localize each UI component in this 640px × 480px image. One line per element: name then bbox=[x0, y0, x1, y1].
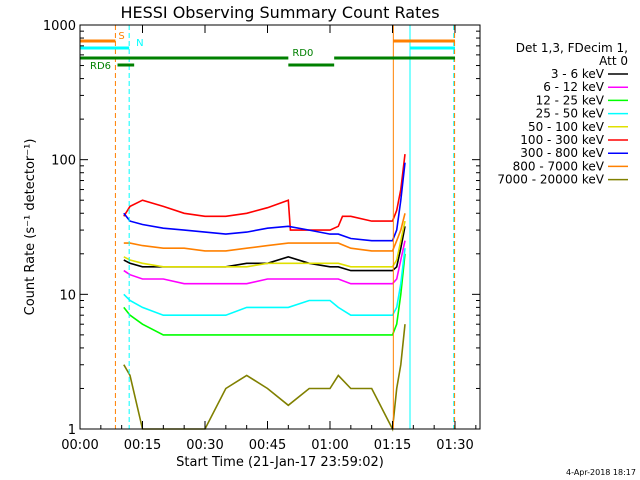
x-axis: 00:00 00:15 00:30 00:45 01:00 01:15 01:30 bbox=[61, 25, 477, 453]
footer-timestamp: 4-Apr-2018 18:17 bbox=[566, 468, 636, 477]
legend-label-3: 25 - 50 keV bbox=[536, 107, 605, 121]
series-line-1 bbox=[123, 240, 406, 285]
y-axis: 1 10 100 1000 bbox=[43, 19, 480, 438]
flag-bars: S N RD0 RD6 bbox=[80, 31, 455, 72]
x-tick-label-3: 00:45 bbox=[249, 438, 286, 453]
series-line-4 bbox=[123, 220, 406, 268]
flag-label-0: S bbox=[118, 31, 124, 42]
legend-label-0: 3 - 6 keV bbox=[551, 67, 605, 81]
legend-header-line-1: Det 1,3, FDecim 1, bbox=[516, 41, 628, 55]
series-line-6 bbox=[123, 162, 406, 242]
legend-label-2: 12 - 25 keV bbox=[536, 93, 605, 107]
y-tick-label-2: 100 bbox=[51, 154, 76, 169]
legend-header-line-2: Att 0 bbox=[599, 54, 628, 68]
x-tick-label-5: 01:15 bbox=[374, 438, 411, 453]
series-line-7 bbox=[123, 213, 406, 252]
legend-label-6: 300 - 800 keV bbox=[520, 146, 604, 160]
series-line-2 bbox=[123, 253, 406, 336]
series-line-5 bbox=[123, 154, 406, 231]
legend-label-5: 100 - 300 keV bbox=[520, 133, 604, 147]
legend-label-4: 50 - 100 keV bbox=[528, 120, 605, 134]
y-tick-label-0: 1 bbox=[68, 423, 76, 438]
series-line-3 bbox=[123, 248, 406, 317]
legend-label-7: 800 - 7000 keV bbox=[513, 159, 605, 173]
legend-label-8: 7000 - 20000 keV bbox=[497, 173, 604, 187]
x-tick-label-0: 00:00 bbox=[61, 438, 98, 453]
x-tick-label-4: 01:00 bbox=[311, 438, 348, 453]
legend-label-1: 6 - 12 keV bbox=[543, 80, 605, 94]
chart-title: HESSI Observing Summary Count Rates bbox=[120, 3, 439, 22]
flag-label-2: RD0 bbox=[292, 48, 313, 59]
y-axis-label: Count Rate (s⁻¹ detector⁻¹) bbox=[23, 139, 38, 316]
vertical-markers bbox=[114, 25, 456, 429]
y-tick-label-1: 10 bbox=[59, 288, 76, 303]
y-tick-label-3: 1000 bbox=[43, 19, 76, 34]
x-axis-label: Start Time (21-Jan-17 23:59:02) bbox=[176, 455, 384, 470]
x-tick-label-2: 00:30 bbox=[186, 438, 223, 453]
x-tick-label-1: 00:15 bbox=[124, 438, 161, 453]
flag-label-1: N bbox=[136, 38, 143, 49]
flag-label-3: RD6 bbox=[90, 61, 111, 72]
series-layer bbox=[123, 154, 406, 432]
plot-frame bbox=[79, 24, 481, 430]
series-line-8 bbox=[123, 324, 406, 432]
x-tick-label-6: 01:30 bbox=[436, 438, 473, 453]
